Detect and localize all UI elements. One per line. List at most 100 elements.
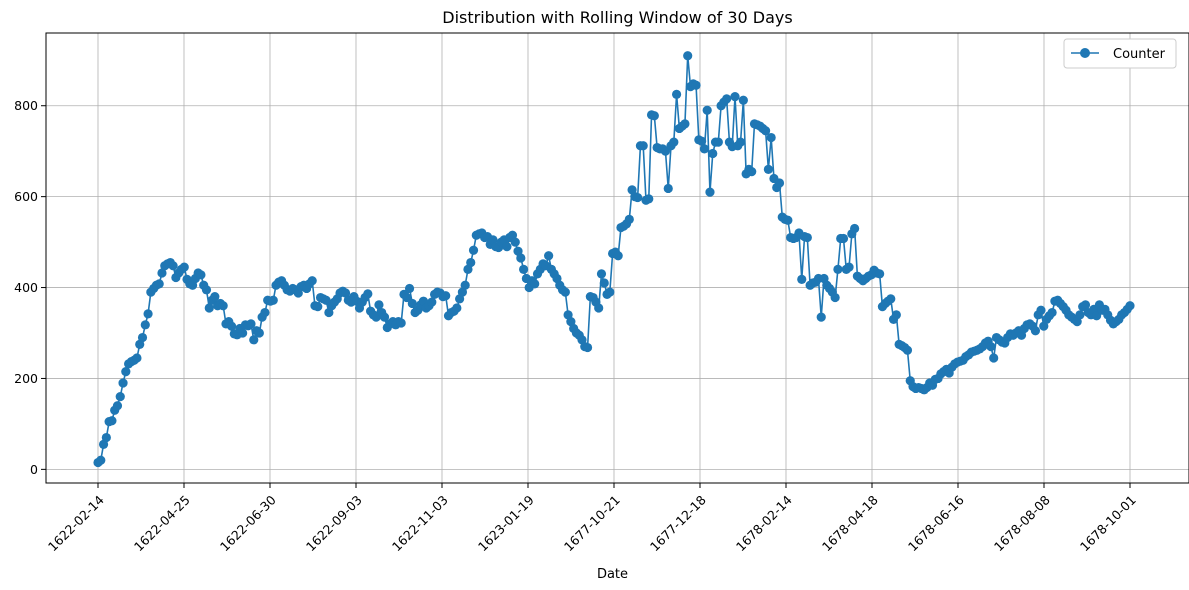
data-point xyxy=(143,309,153,319)
data-point xyxy=(427,297,437,307)
data-point xyxy=(201,285,212,295)
data-point xyxy=(560,287,570,297)
data-point xyxy=(407,298,417,309)
data-point xyxy=(379,312,390,322)
data-point xyxy=(268,295,278,305)
data-point xyxy=(830,292,840,303)
data-point xyxy=(638,141,648,151)
data-point xyxy=(519,264,529,274)
data-point xyxy=(599,278,609,288)
data-point xyxy=(157,268,167,278)
data-point xyxy=(783,215,793,225)
legend-marker xyxy=(1080,48,1090,58)
data-point xyxy=(986,342,996,352)
data-point xyxy=(502,242,512,252)
data-point xyxy=(112,401,123,411)
data-point xyxy=(613,251,623,261)
data-point xyxy=(168,261,178,271)
data-point xyxy=(816,312,826,322)
data-point xyxy=(1030,326,1041,336)
data-point xyxy=(844,262,854,272)
data-point xyxy=(680,119,690,129)
data-point xyxy=(516,253,526,263)
y-tick-label: 600 xyxy=(14,189,38,204)
data-point xyxy=(669,137,679,147)
data-point xyxy=(402,292,412,303)
legend-box xyxy=(1063,38,1177,69)
data-point xyxy=(260,307,270,318)
data-point xyxy=(763,164,773,174)
data-point xyxy=(460,280,470,290)
data-point xyxy=(671,89,682,99)
y-tick-label: 0 xyxy=(30,462,38,477)
data-point xyxy=(210,292,220,302)
data-point xyxy=(624,214,634,224)
data-point xyxy=(238,328,248,338)
data-point xyxy=(530,279,540,289)
data-point xyxy=(452,303,462,313)
data-point xyxy=(340,288,351,298)
legend-label: Counter xyxy=(1113,47,1166,62)
data-point xyxy=(797,274,807,284)
data-point xyxy=(833,264,843,274)
data-point xyxy=(1036,305,1046,315)
grid xyxy=(46,33,1189,483)
data-point xyxy=(1075,310,1085,320)
data-point xyxy=(702,105,712,115)
data-point xyxy=(713,137,723,147)
data-point xyxy=(137,332,148,343)
data-point xyxy=(644,194,654,204)
data-point xyxy=(722,94,732,104)
data-point xyxy=(226,321,237,331)
legend: Counter xyxy=(1063,38,1177,69)
data-point xyxy=(663,183,673,194)
y-tick-label: 800 xyxy=(14,98,38,113)
chart-title: Distribution with Rolling Window of 30 D… xyxy=(442,8,792,27)
data-point xyxy=(246,319,256,329)
data-point xyxy=(1080,300,1091,310)
data-point xyxy=(544,251,554,261)
y-tick-label: 200 xyxy=(14,371,38,386)
series-layer xyxy=(93,51,1135,468)
x-axis-label: Date xyxy=(597,567,628,582)
data-point xyxy=(761,126,771,136)
data-point xyxy=(582,342,593,353)
data-point xyxy=(738,95,748,105)
data-point xyxy=(118,378,128,388)
data-point xyxy=(441,291,451,301)
data-point xyxy=(101,432,111,443)
data-point xyxy=(774,178,785,188)
data-point xyxy=(838,233,849,244)
data-point xyxy=(596,269,607,279)
data-point xyxy=(307,276,317,286)
data-point xyxy=(179,262,189,272)
data-point xyxy=(683,51,693,61)
data-point xyxy=(697,136,707,146)
data-point xyxy=(313,302,323,312)
data-point xyxy=(766,132,776,143)
data-point xyxy=(802,232,812,243)
data-point xyxy=(468,245,479,255)
data-point xyxy=(140,320,150,330)
data-point xyxy=(96,455,106,465)
data-point xyxy=(989,353,999,363)
data-point xyxy=(735,137,746,147)
data-point xyxy=(121,367,131,377)
data-point xyxy=(747,167,757,177)
data-point xyxy=(218,301,228,311)
data-point xyxy=(1125,301,1135,311)
data-point xyxy=(510,237,520,247)
y-tick-label: 400 xyxy=(14,280,38,295)
data-point xyxy=(891,310,901,320)
data-point xyxy=(363,289,373,299)
data-point xyxy=(902,345,913,355)
data-point xyxy=(196,270,206,280)
data-point xyxy=(466,257,476,268)
data-point xyxy=(594,303,604,313)
y-axis: 0 200 400 600 800 xyxy=(14,98,46,477)
data-point xyxy=(107,416,117,426)
data-point xyxy=(691,80,701,90)
data-point xyxy=(633,192,643,203)
data-point xyxy=(1047,307,1057,318)
plot-frame xyxy=(45,32,1189,484)
